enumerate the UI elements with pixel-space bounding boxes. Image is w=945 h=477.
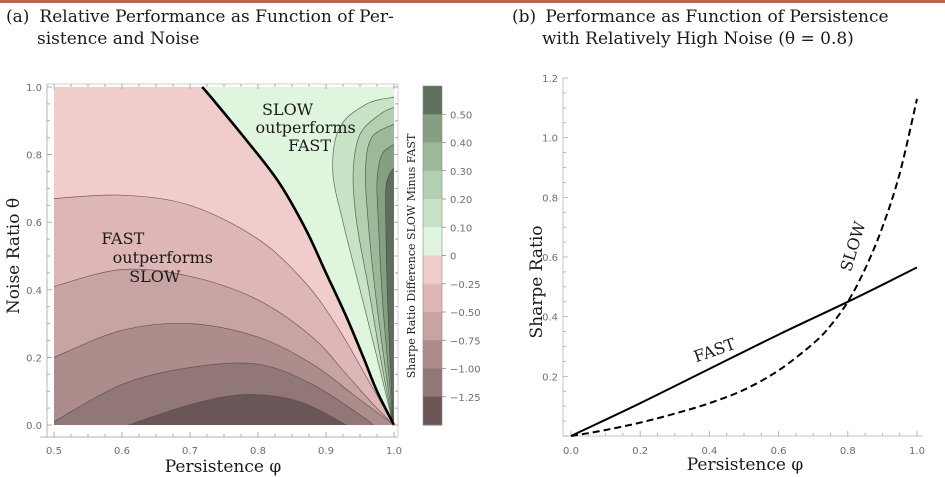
caption-a-line1: Relative Performance as Function of Per- — [39, 7, 394, 27]
y-tick-label: 1.0 — [542, 134, 558, 145]
y-tick-label: 0.8 — [26, 151, 42, 162]
colorbar-band — [423, 227, 442, 256]
y-tick-label: 0.0 — [26, 421, 42, 432]
series-fast — [570, 266, 918, 437]
line-plot: 0.0 0.2 0.4 0.6 0.8 1.0 0.2 0.4 0.6 0.8 1.0 1.2 Pers… — [527, 74, 925, 475]
contour-band-fill — [128, 394, 347, 425]
x-tick-label: 0.6 — [771, 446, 787, 457]
y-tick-label: 0.6 — [26, 218, 42, 229]
x-axis-title: Persistence φ — [687, 455, 804, 475]
caption-b-line1: Performance as Function of Persistence — [545, 7, 889, 27]
colorbar-title: Sharpe Ratio Difference SLOW Minus FAST — [405, 133, 418, 378]
contour-fills — [54, 87, 394, 426]
colorbar-tick-label: 0.10 — [450, 223, 472, 234]
colorbar-tick-label: 0 — [450, 252, 456, 263]
contour-line — [53, 362, 374, 426]
x-tick-label: 0.0 — [563, 446, 579, 457]
y-axis-title: Sharpe Ratio — [527, 225, 547, 338]
contour-line — [53, 268, 395, 426]
y-tick-label: 1.0 — [26, 83, 42, 94]
series-label-slow: SLOW — [836, 219, 869, 274]
colorbar-band — [423, 283, 442, 313]
x-tick-label: 0.4 — [701, 446, 717, 457]
contour-line — [376, 144, 395, 426]
colorbar-band — [423, 312, 442, 341]
contour-line — [332, 96, 395, 426]
colorbar-band — [423, 114, 442, 143]
y-tick-label: 0.8 — [542, 193, 558, 204]
colorbar-tick-label: 0.50 — [450, 110, 472, 121]
contour-plot: 0.5 0.6 0.7 0.8 0.9 1.0 0.0 0.2 0.4 0.6 0.8 1.0 Pers… — [4, 83, 481, 477]
contour-line — [53, 323, 395, 426]
contour-line — [385, 167, 395, 426]
colorbar-tick-label: −0.25 — [450, 280, 481, 291]
colorbar-tick-label: 0.30 — [450, 167, 472, 178]
x-tick-label: 1.0 — [386, 446, 402, 457]
annotation-slow-line1: SLOW — [262, 100, 314, 119]
line-plot-labels: FAST SLOW — [691, 219, 869, 367]
annotation-fast-line2: outperforms — [113, 248, 213, 267]
y-tick-label: 0.2 — [26, 353, 42, 364]
annotation-fast-line3: SLOW — [129, 267, 181, 286]
y-tick-label: 0.4 — [26, 286, 42, 297]
annotation-fast-line1: FAST — [101, 229, 144, 248]
colorbar-tick-label: 0.20 — [450, 195, 472, 206]
caption-panel-b: (b) Performance as Function of Persisten… — [512, 6, 945, 50]
colorbar-tick-label: −1.00 — [450, 365, 481, 376]
colorbar-tick-label: −0.50 — [450, 308, 481, 319]
x-tick-label: 0.5 — [46, 446, 62, 457]
contour-axes: 0.5 0.6 0.7 0.8 0.9 1.0 0.0 0.2 0.4 0.6 0.8 1.0 Pers… — [4, 83, 402, 477]
x-tick-label: 0.2 — [632, 446, 648, 457]
colorbar-band — [423, 396, 442, 426]
colorbar-band — [423, 170, 442, 200]
contour-line — [53, 194, 395, 426]
caption-label-b: (b) — [512, 7, 537, 27]
x-tick-label: 0.7 — [182, 446, 198, 457]
line-plot-series — [570, 98, 918, 437]
colorbar: 0.50 0.40 0.30 0.20 0.10 0 −0.25 −0.50 −0.75 −1.0… — [405, 85, 481, 426]
line-plot-axes: 0.0 0.2 0.4 0.6 0.8 1.0 0.2 0.4 0.6 0.8 1.0 1.2 Pers… — [527, 74, 925, 475]
colorbar-band — [423, 142, 442, 172]
series-slow — [570, 98, 918, 437]
x-tick-label: 0.8 — [250, 446, 266, 457]
x-tick-label: 0.9 — [318, 446, 334, 457]
header-rule — [0, 0, 945, 3]
caption-panel-a: (a) Relative Performance as Function of … — [6, 6, 466, 50]
x-tick-label: 1.0 — [909, 446, 925, 457]
colorbar-band — [423, 255, 442, 285]
colorbar-band — [423, 199, 442, 228]
contour-lines — [53, 86, 396, 426]
zero-contour-line — [201, 86, 396, 426]
colorbar-tick-label: −0.75 — [450, 336, 481, 347]
y-tick-label: 0.4 — [542, 313, 558, 324]
y-tick-label: 0.2 — [542, 372, 558, 383]
x-axis-title: Persistence φ — [165, 457, 282, 477]
colorbar-tick-label: −1.25 — [450, 393, 481, 404]
y-tick-label: 1.2 — [542, 74, 558, 85]
y-axis-title: Noise Ratio θ — [4, 198, 24, 314]
contour-line — [128, 394, 347, 426]
annotation-slow-line2: outperforms — [255, 118, 355, 137]
x-tick-label: 0.8 — [840, 446, 856, 457]
caption-label-a: (a) — [6, 7, 30, 27]
caption-a-line2: sistence and Noise — [37, 29, 200, 49]
colorbar-band — [423, 340, 442, 369]
contour-line — [364, 123, 395, 426]
contour-line — [352, 106, 395, 426]
y-tick-label: 0.6 — [542, 253, 558, 264]
contour-band-fill — [385, 168, 394, 425]
colorbar-band — [423, 86, 442, 115]
caption-b-line2: with Relatively High Noise (θ = 0.8) — [542, 29, 854, 49]
series-label-fast: FAST — [691, 334, 738, 366]
x-tick-label: 0.6 — [114, 446, 130, 457]
colorbar-band — [423, 368, 442, 398]
annotation-slow-line3: FAST — [288, 136, 331, 155]
colorbar-tick-label: 0.40 — [450, 139, 472, 150]
